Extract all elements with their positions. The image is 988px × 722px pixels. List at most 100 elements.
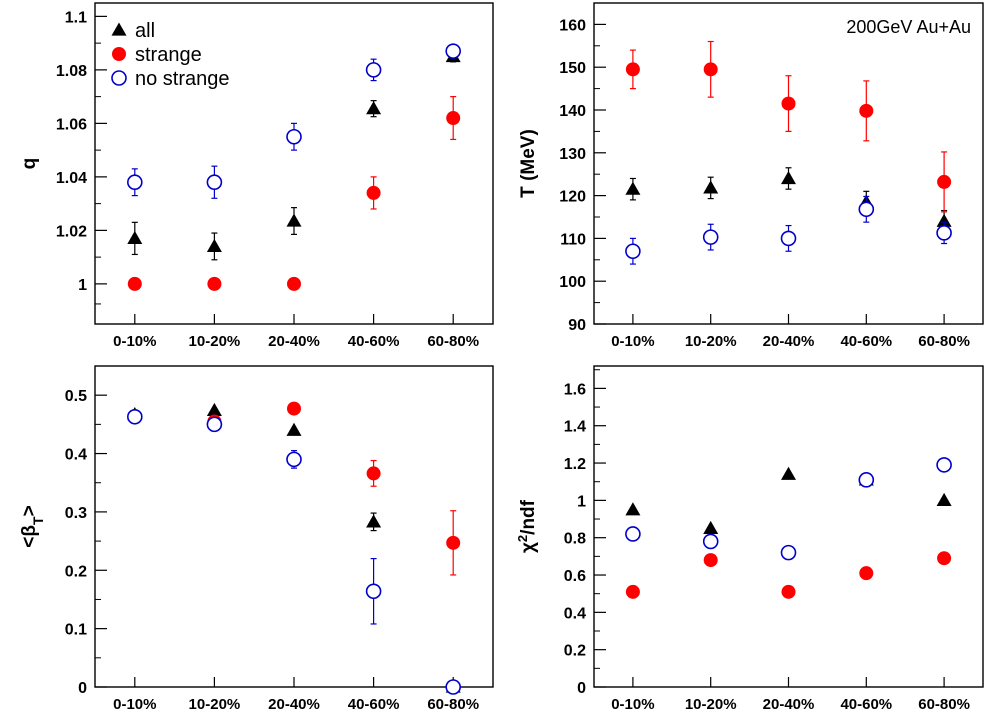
legend-marker <box>111 70 127 86</box>
legend-label: strange <box>135 44 202 66</box>
data-point <box>206 238 222 253</box>
y-tick-label: 1.2 <box>564 456 586 473</box>
x-tick-label: 10-20% <box>189 333 241 350</box>
data-point <box>703 520 719 534</box>
y-tick-label: 120 <box>559 189 586 206</box>
panel-q: 1 1.02 1.04 1.06 1.08 1.1 0-10% 10-20% 20-40% 40-… <box>19 2 494 350</box>
y-tick-label: 0.6 <box>564 568 586 585</box>
data-point <box>858 201 875 218</box>
y-tick-label: 130 <box>559 146 586 163</box>
legend-label: all <box>135 20 155 42</box>
data-point <box>780 230 797 247</box>
series-no-strange <box>127 43 462 199</box>
x-tick-label: 10-20% <box>685 696 737 713</box>
x-tick-label: 20-40% <box>763 333 815 350</box>
y-tick-label: 0.5 <box>65 388 87 405</box>
series-strange <box>127 96 461 291</box>
data-point <box>780 544 797 561</box>
x-tick-label: 60-80% <box>918 696 970 713</box>
data-point <box>287 401 301 416</box>
x-tick-label: 0-10% <box>113 333 156 350</box>
x-tick-label: 10-20% <box>685 333 737 350</box>
y-tick-label: 0.8 <box>564 531 586 548</box>
data-point <box>286 451 302 468</box>
data-point <box>625 181 641 195</box>
x-tick-label: 0-10% <box>113 696 156 713</box>
data-point <box>703 180 719 194</box>
series-all <box>625 466 952 534</box>
data-point <box>625 243 641 260</box>
data-point <box>937 174 952 189</box>
x-tick-label: 20-40% <box>763 696 815 713</box>
y-tick-label: 1.1 <box>65 9 87 26</box>
y-tick-label: 1 <box>78 277 87 294</box>
data-point <box>859 103 874 118</box>
data-point <box>858 472 875 488</box>
y-tick-label: 0 <box>78 680 87 697</box>
data-point <box>127 230 143 245</box>
axes-frame <box>593 2 984 325</box>
x-tick-label: 40-60% <box>348 696 400 713</box>
data-point <box>286 213 302 227</box>
data-point <box>937 551 952 566</box>
data-point <box>445 679 462 695</box>
legend-marker <box>111 22 127 36</box>
data-point <box>625 526 641 542</box>
data-point <box>445 43 462 59</box>
y-axis-label: T (MeV) <box>518 129 539 198</box>
legend-label: no strange <box>135 68 230 90</box>
y-tick-label: 90 <box>568 317 586 334</box>
data-point <box>366 185 381 200</box>
data-point <box>781 466 796 480</box>
legend-marker <box>112 47 126 61</box>
axes-frame <box>593 365 984 688</box>
data-point <box>703 62 718 77</box>
panel-betaT: 0 0.1 0.2 0.3 0.4 0.5 0-10% 10-20% 20-40% 40-60% 6… <box>19 365 494 713</box>
y-axis-label: q <box>19 158 40 170</box>
annotation: 200GeV Au+Au <box>846 17 971 37</box>
y-tick-label: 100 <box>559 274 586 291</box>
data-point <box>206 174 223 191</box>
data-point <box>286 422 302 436</box>
x-tick-label: 20-40% <box>268 696 320 713</box>
data-point <box>625 62 640 77</box>
data-point <box>781 96 796 111</box>
y-tick-label: 1.08 <box>56 63 87 80</box>
series-all <box>127 49 461 261</box>
series-strange <box>625 40 952 213</box>
data-point <box>365 583 382 600</box>
panel-T: 90 100 110 120 130 140 150 160 0-10% 10-20% 20-40%… <box>518 2 984 350</box>
x-tick-label: 0-10% <box>611 333 654 350</box>
data-point <box>936 457 952 473</box>
series-no-strange <box>625 457 952 561</box>
data-point <box>625 502 641 516</box>
data-point <box>127 276 142 291</box>
data-point <box>702 229 719 245</box>
data-point <box>703 553 718 568</box>
x-tick-label: 60-80% <box>918 333 970 350</box>
x-tick-label: 40-60% <box>840 696 892 713</box>
data-point <box>936 225 952 241</box>
y-tick-label: 110 <box>560 231 586 248</box>
y-tick-label: 0.3 <box>65 505 87 522</box>
y-tick-label: 150 <box>559 60 586 77</box>
data-point <box>287 276 301 291</box>
data-point <box>366 466 381 481</box>
series-no-strange <box>127 408 462 695</box>
data-point <box>127 174 143 191</box>
y-tick-label: 0.1 <box>65 622 87 639</box>
data-point <box>206 416 223 433</box>
data-point <box>936 213 952 227</box>
series-all <box>625 167 952 233</box>
y-tick-label: 1.06 <box>56 116 87 133</box>
x-tick-label: 40-60% <box>840 333 892 350</box>
panel-chi2: 0 0.2 0.4 0.6 0.8 1 1.2 1.4 1.6 0-10% 10-20% 20-40%… <box>515 365 984 713</box>
data-point <box>127 408 143 425</box>
y-axis-label: χ2/ndf <box>515 499 540 553</box>
y-tick-label: 1.04 <box>56 170 87 187</box>
x-tick-label: 40-60% <box>348 333 400 350</box>
y-tick-label: 0.4 <box>564 605 586 622</box>
y-tick-label: 1.4 <box>564 419 586 436</box>
data-point <box>365 62 382 78</box>
